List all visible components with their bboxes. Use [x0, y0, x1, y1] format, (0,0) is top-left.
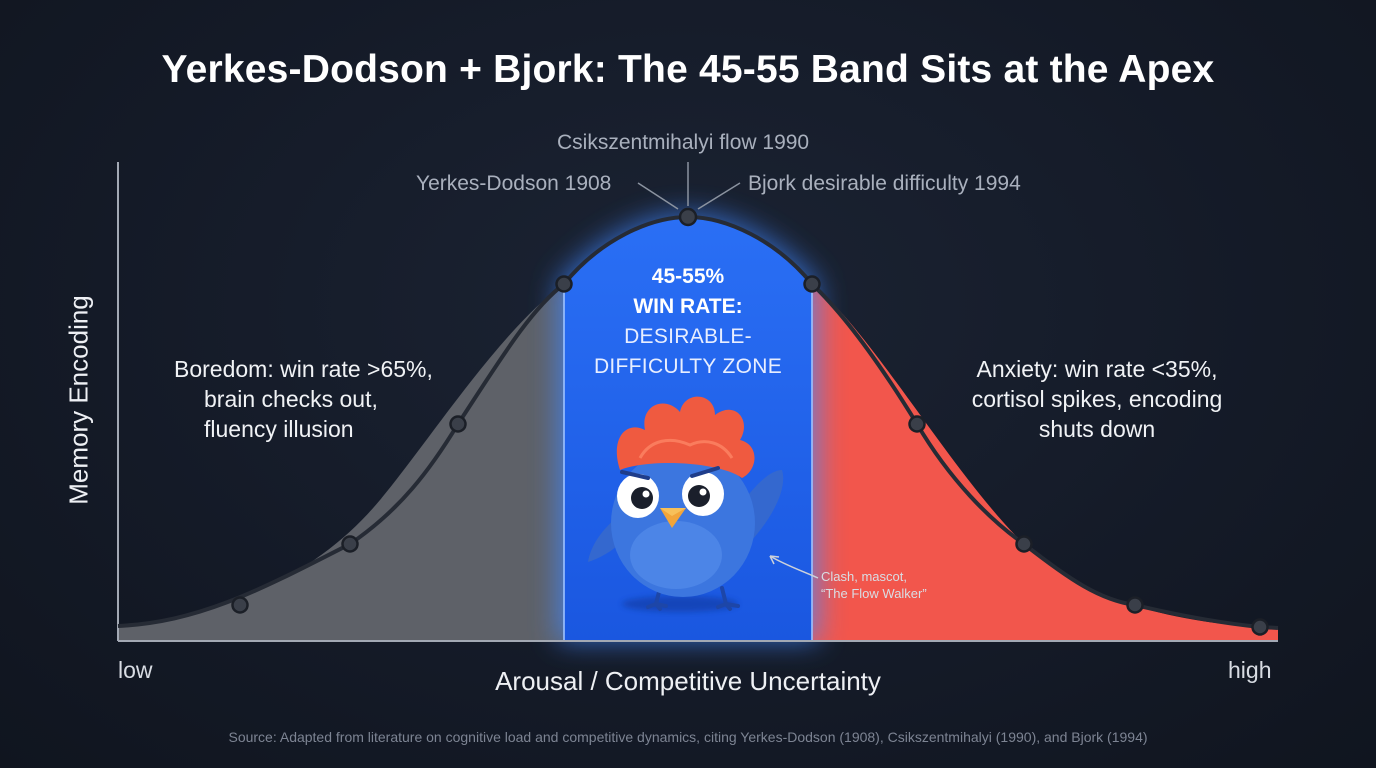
source-citation: Source: Adapted from literature on cogni…: [228, 729, 1148, 745]
curve-markers: [231, 207, 1269, 636]
curve-marker: [1015, 535, 1033, 553]
curve-marker: [803, 275, 821, 293]
zone-label: 45-55% WIN RATE: DESIRABLE- DIFFICULTY Z…: [563, 262, 813, 382]
x-axis-low-label: low: [118, 657, 153, 683]
performance-curve: [117, 214, 1279, 630]
mascot-caption-line: Clash, mascot,: [821, 569, 907, 584]
page-title: Yerkes-Dodson + Bjork: The 45-55 Band Si…: [161, 48, 1215, 91]
mascot-caption-line: “The Flow Walker”: [821, 586, 927, 601]
apex-marker: [678, 207, 698, 227]
anxiety-line: Anxiety: win rate <35%,: [976, 356, 1218, 382]
reference-bjork-1994: Bjork desirable difficulty 1994: [748, 172, 1021, 195]
boredom-line: Boredom: win rate >65%,: [174, 356, 433, 382]
anxiety-line: shuts down: [1038, 416, 1156, 442]
anxiety-line: cortisol spikes, encoding: [971, 386, 1223, 412]
curve-marker: [555, 275, 573, 293]
mascot-caption: Clash, mascot, “The Flow Walker”: [821, 568, 927, 602]
curve-marker: [341, 535, 359, 553]
curve-marker: [1251, 618, 1269, 636]
zone-label-line: DESIRABLE-: [624, 325, 752, 348]
curve-marker: [449, 415, 467, 433]
curve-marker: [908, 415, 926, 433]
curve-marker: [1126, 596, 1144, 614]
boredom-region: [118, 284, 564, 641]
reference-yerkes-dodson-1908: Yerkes-Dodson 1908: [416, 172, 612, 195]
x-axis-high-label: high: [1228, 657, 1272, 683]
boredom-line: fluency illusion: [204, 416, 354, 442]
curve-marker: [231, 596, 249, 614]
anxiety-annotation: Anxiety: win rate <35%, cortisol spikes,…: [957, 354, 1237, 444]
mascot-illustration: [588, 396, 784, 612]
zone-label-line: 45-55%: [651, 265, 725, 288]
y-axis-title: Memory Encoding: [63, 295, 94, 505]
boredom-line: brain checks out,: [204, 386, 378, 412]
zone-label-line: WIN RATE:: [633, 295, 743, 318]
anxiety-region: [812, 284, 1278, 641]
x-axis-title: Arousal / Competitive Uncertainty: [495, 666, 881, 696]
zone-label-line: DIFFICULTY ZONE: [593, 355, 783, 378]
reference-flow-1990: Csikszentmihalyi flow 1990: [557, 131, 810, 154]
boredom-annotation: Boredom: win rate >65%, brain checks out…: [174, 354, 433, 444]
